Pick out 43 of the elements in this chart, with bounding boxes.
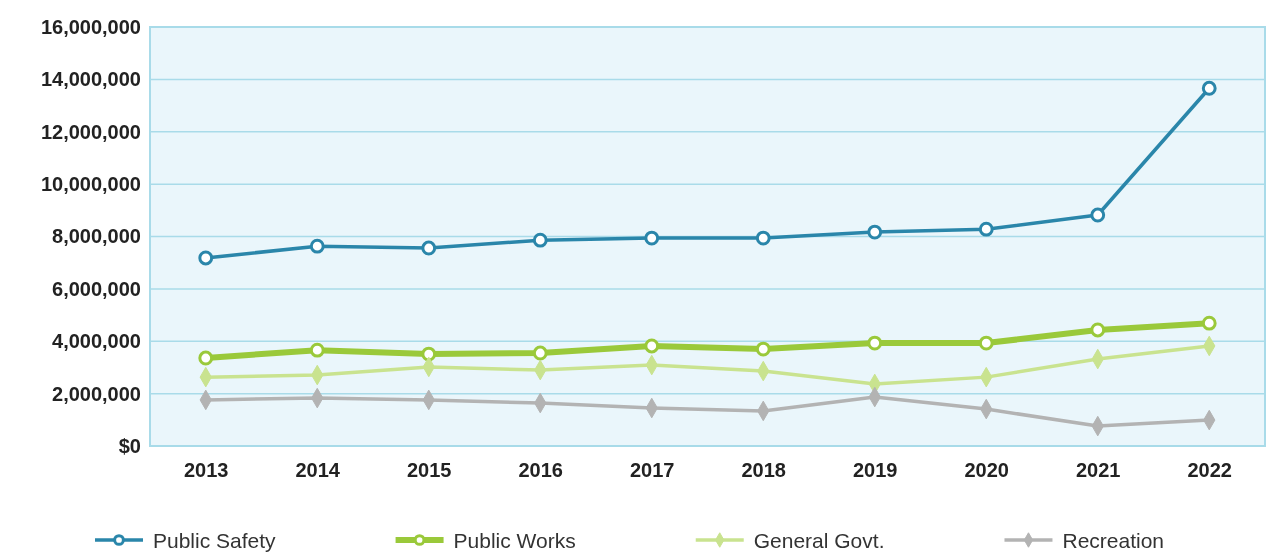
point bbox=[755, 230, 771, 246]
legend-label: General Govt. bbox=[753, 529, 885, 552]
legend-label: Recreation bbox=[1062, 529, 1165, 552]
point bbox=[978, 221, 994, 237]
point bbox=[532, 232, 548, 248]
y-tick-label: 6,000,000 bbox=[52, 277, 141, 300]
x-tick-label: 2017 bbox=[630, 459, 675, 482]
x-tick-label: 2018 bbox=[741, 459, 786, 482]
y-tick-label: 12,000,000 bbox=[40, 120, 141, 143]
legend-label: Public Safety bbox=[153, 529, 277, 552]
point bbox=[309, 238, 325, 254]
point bbox=[1201, 80, 1217, 96]
y-tick-label: $0 bbox=[118, 434, 141, 457]
x-tick-label: 2013 bbox=[184, 459, 229, 482]
y-tick-label: 8,000,000 bbox=[52, 225, 141, 248]
point bbox=[1201, 315, 1217, 331]
x-tick-label: 2020 bbox=[964, 459, 1009, 482]
point bbox=[532, 345, 548, 361]
point bbox=[644, 338, 660, 354]
y-tick-label: 4,000,000 bbox=[52, 330, 141, 353]
point bbox=[421, 240, 437, 256]
x-tick-label: 2022 bbox=[1187, 459, 1232, 482]
y-tick-label: 10,000,000 bbox=[40, 173, 141, 196]
y-tick-label: 16,000,000 bbox=[40, 15, 141, 38]
x-tick-label: 2015 bbox=[407, 459, 452, 482]
y-tick-label: 14,000,000 bbox=[40, 68, 141, 91]
x-tick-label: 2014 bbox=[295, 459, 341, 482]
point bbox=[198, 350, 214, 366]
point bbox=[867, 224, 883, 240]
x-tick-label: 2021 bbox=[1076, 459, 1121, 482]
y-tick-label: 2,000,000 bbox=[52, 382, 141, 405]
point bbox=[978, 335, 994, 351]
point bbox=[1090, 207, 1106, 223]
point bbox=[309, 342, 325, 358]
point bbox=[198, 250, 214, 266]
point bbox=[1090, 322, 1106, 338]
point bbox=[644, 230, 660, 246]
point bbox=[755, 341, 771, 357]
point bbox=[421, 346, 437, 362]
x-tick-label: 2016 bbox=[518, 459, 563, 482]
point bbox=[867, 335, 883, 351]
legend-label: Public Works bbox=[453, 529, 576, 552]
x-tick-label: 2019 bbox=[853, 459, 898, 482]
